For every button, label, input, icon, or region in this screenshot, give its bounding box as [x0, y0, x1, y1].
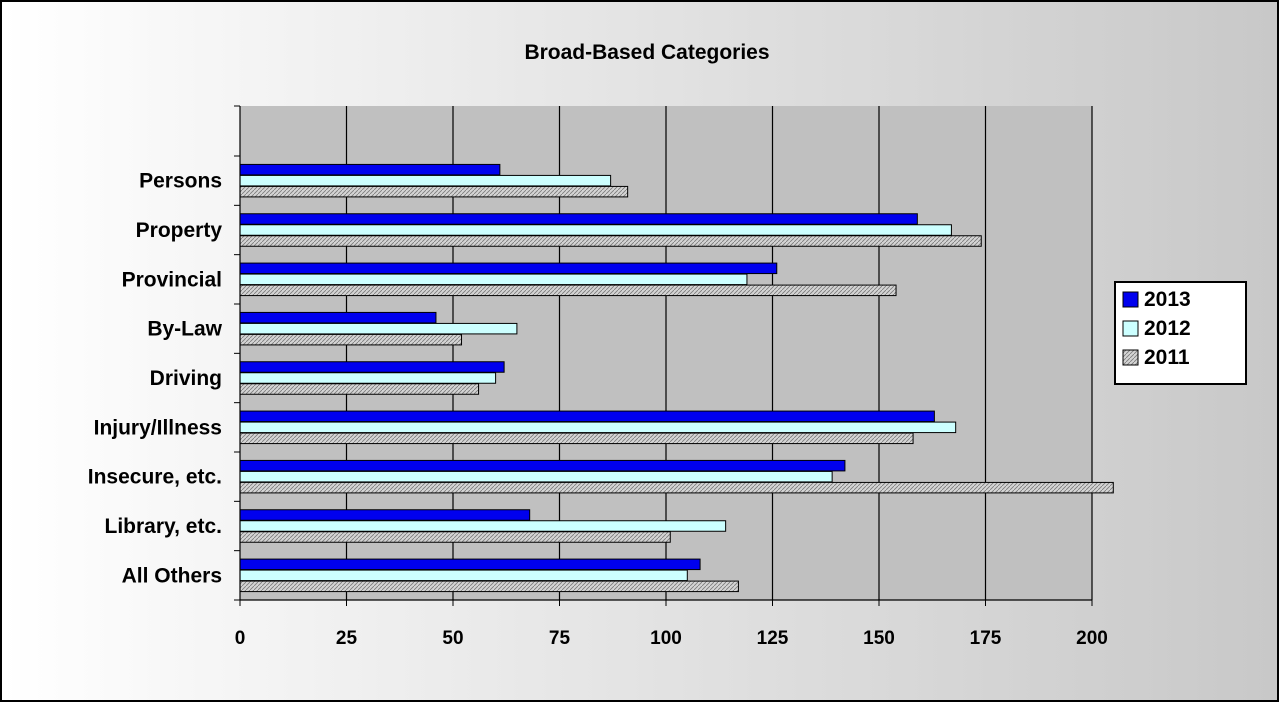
category-label: Property	[136, 219, 223, 242]
bar-2012-3	[239, 322, 518, 335]
bar-2011-3	[239, 333, 463, 346]
category-label: All Others	[122, 564, 222, 587]
category-labels: Persons Property Provincial By-Law Driving In…	[88, 170, 223, 588]
bar-2011-5	[239, 432, 914, 445]
x-tick-label: 0	[235, 628, 246, 649]
category-label: Provincial	[122, 268, 222, 291]
x-tick-label: 175	[970, 628, 1002, 649]
value-tick-labels: 0 25 50 75 100 125 150 175 200	[235, 628, 1108, 649]
legend-swatch	[1122, 320, 1139, 337]
bar-2013-7	[239, 509, 531, 521]
bar-2011-4	[239, 383, 480, 395]
x-tick-label: 100	[650, 628, 682, 649]
legend-label: 2011	[1144, 346, 1190, 369]
chart-title: Broad-Based Categories	[524, 41, 769, 64]
bar-2012-2	[239, 273, 748, 286]
bar-2012-8	[239, 569, 688, 582]
bar-2013-1	[239, 213, 918, 225]
bar-2011-7	[239, 531, 671, 543]
bar-2011-8	[239, 580, 739, 593]
x-tick-label: 125	[757, 628, 789, 649]
x-tick-label: 75	[549, 628, 571, 649]
x-tick-label: 200	[1076, 628, 1108, 649]
bar-2012-7	[239, 520, 727, 532]
category-label: Driving	[150, 367, 222, 390]
bar-2011-6	[239, 481, 1114, 494]
legend: 2013 2012 2011	[1114, 281, 1247, 385]
legend-label: 2013	[1144, 288, 1191, 311]
legend-swatch	[1122, 349, 1139, 366]
bar-2013-0	[239, 163, 501, 176]
category-label: By-Law	[147, 318, 222, 341]
bar-2012-6	[239, 470, 833, 483]
bar-2013-5	[239, 410, 935, 423]
category-label: Library, etc.	[105, 515, 223, 538]
axes	[234, 105, 1093, 606]
category-label: Injury/Illness	[94, 416, 222, 439]
x-tick-label: 150	[863, 628, 895, 649]
bar-2013-2	[239, 262, 778, 275]
category-label: Persons	[139, 170, 222, 193]
legend-label: 2012	[1144, 317, 1191, 340]
bar-2013-6	[239, 459, 846, 472]
category-label: Insecure, etc.	[88, 466, 222, 489]
bars	[239, 163, 1114, 593]
bar-2012-4	[239, 372, 497, 384]
bar-2013-3	[239, 311, 437, 324]
x-tick-label: 50	[442, 628, 463, 649]
bar-2012-5	[239, 421, 957, 434]
bar-2013-8	[239, 558, 701, 571]
x-tick-label: 25	[336, 628, 358, 649]
bar-2013-4	[239, 361, 505, 373]
bar-2011-1	[239, 235, 982, 247]
bar-2011-0	[239, 185, 629, 198]
legend-swatch	[1122, 291, 1139, 308]
bar-2011-2	[239, 284, 897, 297]
bar-2012-0	[239, 174, 612, 187]
bar-2012-1	[239, 224, 952, 236]
